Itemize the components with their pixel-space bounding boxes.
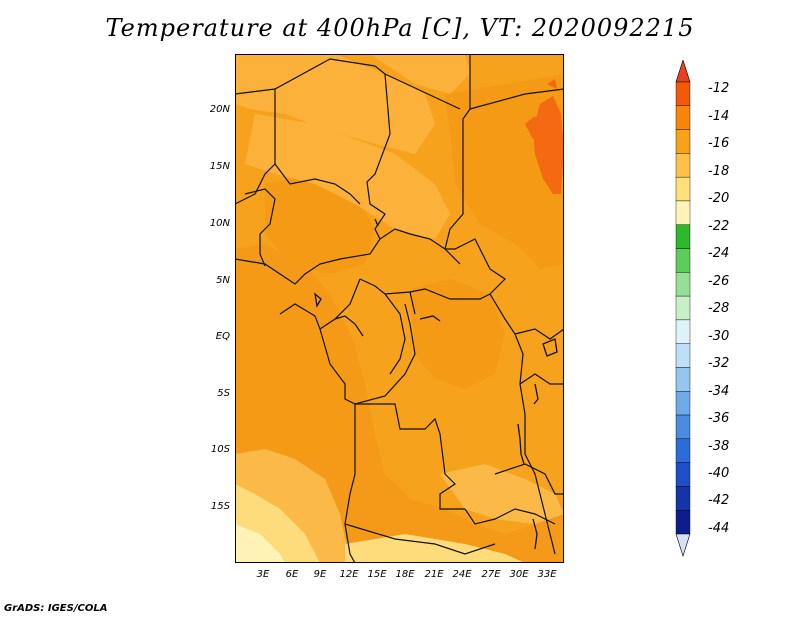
colorbar-swatch xyxy=(675,414,691,440)
colorbar-swatch xyxy=(675,224,691,249)
latitude-label: 5S xyxy=(217,388,230,399)
latitude-label: EQ xyxy=(215,331,230,342)
temperature-zone xyxy=(245,114,450,239)
colorbar-label: -28 xyxy=(708,301,730,316)
colorbar-swatch xyxy=(675,272,691,297)
colorbar-swatch xyxy=(675,367,691,392)
colorbar-swatch xyxy=(675,319,691,344)
temperature-map xyxy=(235,54,564,563)
temperature-zone xyxy=(370,54,470,94)
colorbar-label: -38 xyxy=(708,439,730,454)
longitude-label: 27E xyxy=(481,569,501,580)
longitude-label: 15E xyxy=(367,569,387,580)
colorbar-label: -30 xyxy=(708,329,730,344)
longitude-label: 18E xyxy=(395,569,415,580)
longitude-label: 12E xyxy=(339,569,359,580)
latitude-label: 10S xyxy=(210,444,230,455)
colorbar-label: -24 xyxy=(708,246,730,261)
colorbar-swatch xyxy=(675,200,691,225)
colorbar-bottom-triangle xyxy=(675,533,691,557)
colorbar-swatch xyxy=(675,81,691,106)
colorbar-label: -36 xyxy=(708,411,730,426)
colorbar xyxy=(675,60,691,557)
latitude-label: 5N xyxy=(216,275,230,286)
colorbar-label: -42 xyxy=(708,493,730,508)
colorbar-label: -16 xyxy=(708,136,730,151)
temperature-zone xyxy=(235,264,350,454)
colorbar-label: -32 xyxy=(708,356,730,371)
colorbar-swatch xyxy=(675,391,691,416)
temperature-zone xyxy=(345,534,525,563)
temperature-zone xyxy=(533,96,564,194)
colorbar-swatch xyxy=(675,295,691,321)
longitude-label: 33E xyxy=(537,569,557,580)
temperature-zone xyxy=(235,524,285,563)
colorbar-label: -44 xyxy=(708,521,730,536)
temperature-zone xyxy=(547,79,557,89)
colorbar-swatch xyxy=(675,129,691,154)
colorbar-swatch xyxy=(675,105,691,130)
lakes xyxy=(314,218,558,550)
longitude-label: 24E xyxy=(452,569,472,580)
longitude-label: 30E xyxy=(509,569,529,580)
longitude-label: 3E xyxy=(256,569,270,580)
latitude-label: 10N xyxy=(209,218,230,229)
colorbar-label: -20 xyxy=(708,191,730,206)
colorbar-swatch xyxy=(675,248,691,273)
colorbar-top-triangle xyxy=(675,60,691,83)
colorbar-swatch xyxy=(675,176,691,202)
colorbar-label: -14 xyxy=(708,109,730,124)
longitude-label: 9E xyxy=(313,569,327,580)
colorbar-label: -26 xyxy=(708,274,730,289)
colorbar-label: -34 xyxy=(708,384,730,399)
country-borders xyxy=(235,54,564,563)
latitude-label: 15N xyxy=(209,161,230,172)
map-frame-border xyxy=(235,54,564,563)
longitude-label: 21E xyxy=(424,569,444,580)
temperature-zone xyxy=(440,464,564,524)
colorbar-swatch xyxy=(675,438,691,463)
latitude-label: 15S xyxy=(210,501,230,512)
map-plot-area xyxy=(235,54,564,563)
colorbar-swatch xyxy=(675,510,691,535)
temperature-zone xyxy=(525,116,540,139)
latitude-label: 20N xyxy=(209,104,230,115)
colorbar-swatch xyxy=(675,343,691,368)
temperature-zone xyxy=(410,279,505,389)
colorbar-swatch xyxy=(675,486,691,511)
longitude-label: 6E xyxy=(285,569,299,580)
grads-credit: GrADS: IGES/COLA xyxy=(4,603,108,614)
chart-title: Temperature at 400hPa [C], VT: 202009221… xyxy=(105,14,695,42)
colorbar-label: -18 xyxy=(708,164,730,179)
colorbar-label: -12 xyxy=(708,81,730,96)
colorbar-swatch xyxy=(675,462,691,487)
colorbar-label: -40 xyxy=(708,466,730,481)
colorbar-swatch xyxy=(675,153,691,178)
colorbar-label: -22 xyxy=(708,219,730,234)
